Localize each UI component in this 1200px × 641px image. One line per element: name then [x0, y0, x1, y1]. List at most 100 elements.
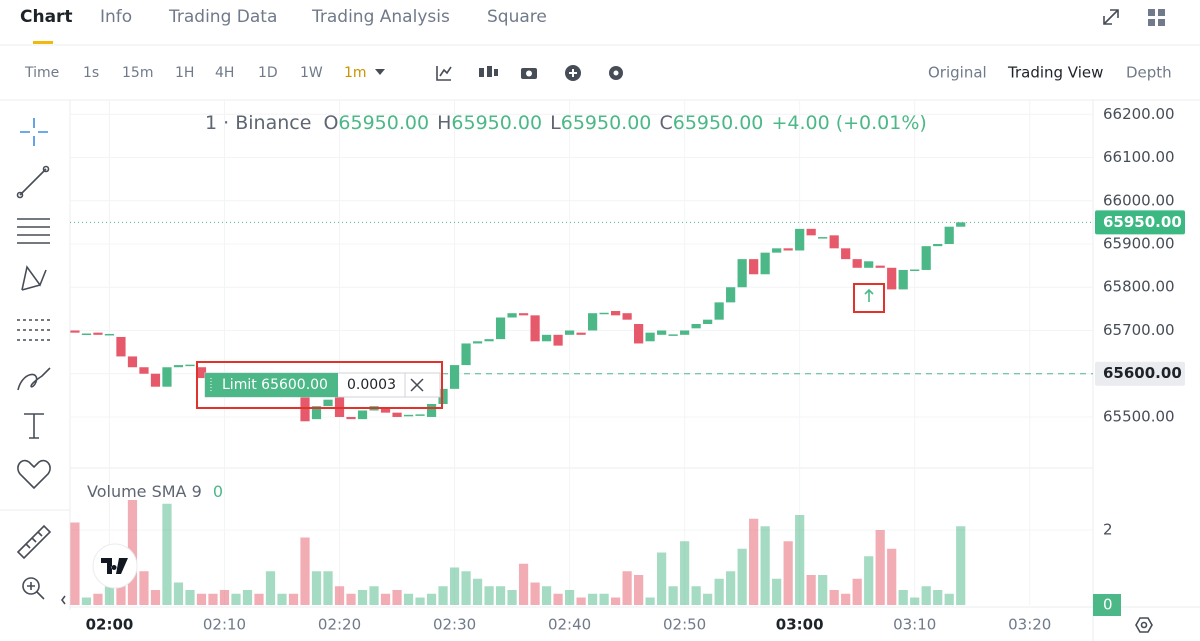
- interval-button[interactable]: 1D: [258, 65, 278, 81]
- volume-legend: Volume SMA 9 0: [87, 482, 223, 501]
- fib-tool[interactable]: [17, 218, 50, 244]
- interval-button[interactable]: 1H: [175, 65, 194, 81]
- prediction-tool[interactable]: [17, 319, 50, 341]
- candle-body: [426, 404, 437, 417]
- y-tick-label: 66000.00: [1103, 191, 1175, 209]
- x-tick-label: 02:00: [86, 616, 134, 634]
- candle-body: [795, 228, 805, 251]
- interval-label: Time: [24, 65, 59, 81]
- zoom-tool[interactable]: [22, 577, 45, 600]
- x-tick-label: 02:20: [318, 616, 361, 634]
- volume-bar: [231, 593, 241, 605]
- y-tick-label: 65700.00: [1103, 321, 1175, 339]
- candle-body: [576, 332, 586, 335]
- tab[interactable]: Chart: [20, 7, 73, 27]
- limit-order[interactable]: Limit 65600.00 0.0003: [196, 361, 443, 409]
- symbol: 1 · Binance: [205, 112, 311, 134]
- volume-bar: [265, 571, 276, 605]
- chart-type-icon[interactable]: [479, 66, 498, 77]
- tab[interactable]: Trading Data: [168, 7, 277, 27]
- interval-button[interactable]: 15m: [122, 65, 153, 81]
- candle-body: [185, 364, 195, 367]
- add-icon[interactable]: [565, 65, 581, 81]
- volume-bar: [634, 575, 644, 605]
- y-tick-label: 65800.00: [1103, 278, 1175, 296]
- volume-sma-value: 0: [213, 482, 223, 501]
- candle-body: [173, 365, 184, 368]
- volume-bar: [576, 597, 586, 605]
- measure-tool[interactable]: [16, 524, 52, 560]
- volume-bar: [461, 571, 471, 605]
- dropdown-arrow[interactable]: [375, 69, 385, 75]
- screenshot-icon[interactable]: [521, 68, 537, 79]
- volume-bar: [323, 571, 333, 605]
- volume-bar: [910, 597, 920, 605]
- candle-body: [587, 313, 598, 331]
- tab-bar: [0, 0, 1200, 45]
- pattern-tool[interactable]: [21, 265, 47, 291]
- candle-body: [530, 315, 540, 342]
- volume-bar: [921, 586, 931, 605]
- volume-bar: [564, 590, 575, 605]
- interval-button[interactable]: 1m: [344, 65, 367, 81]
- candle-body: [933, 244, 943, 247]
- candle-body: [703, 319, 713, 324]
- layout-icon[interactable]: [1148, 9, 1165, 26]
- candle-body: [438, 388, 448, 404]
- volume-bar: [599, 593, 609, 605]
- view-button[interactable]: Depth: [1126, 64, 1172, 82]
- volume-bar: [392, 590, 402, 605]
- plot: [70, 221, 1093, 605]
- candle-body: [622, 313, 632, 320]
- interval-button[interactable]: 1s: [83, 65, 99, 81]
- view-button[interactable]: Original: [928, 64, 987, 82]
- y-tick-label: 65900.00: [1103, 235, 1175, 253]
- candle-body: [852, 259, 862, 268]
- indicator-icon[interactable]: [436, 66, 452, 81]
- chart-settings[interactable]: [1135, 617, 1153, 633]
- view-button[interactable]: Trading View: [1007, 64, 1103, 82]
- candle-body: [300, 382, 310, 422]
- candle-body: [726, 287, 736, 303]
- tab[interactable]: Info: [100, 7, 132, 27]
- volume-bar: [518, 563, 529, 605]
- crosshair-tool[interactable]: [20, 118, 48, 146]
- candle-body: [714, 302, 724, 320]
- cancel-order[interactable]: [410, 378, 424, 392]
- candle-body: [81, 333, 92, 336]
- interval-button[interactable]: 4H: [215, 65, 234, 81]
- volume-bar: [852, 578, 862, 605]
- candle-body: [783, 248, 793, 251]
- expand-icon[interactable]: [1103, 9, 1119, 25]
- collapse-arrow[interactable]: [61, 595, 66, 605]
- tab[interactable]: Trading Analysis: [311, 7, 450, 27]
- brush-tool[interactable]: [17, 367, 51, 391]
- candle-body: [564, 330, 575, 335]
- candle-body: [898, 269, 908, 290]
- volume-bar: [841, 593, 851, 605]
- x-tick-label: 02:40: [548, 616, 591, 634]
- volume-bar: [622, 571, 632, 605]
- volume-bar: [346, 593, 356, 605]
- tab[interactable]: Square: [487, 7, 547, 27]
- grid: [70, 100, 1093, 605]
- x-tick-label: 02:30: [433, 616, 476, 634]
- volume-bar: [737, 548, 747, 605]
- candle-body: [449, 365, 460, 389]
- trendline-tool[interactable]: [16, 165, 50, 199]
- volume-bar: [334, 586, 345, 605]
- interval-button[interactable]: 1W: [300, 65, 323, 81]
- candle-body: [691, 324, 701, 329]
- settings-icon[interactable]: [609, 66, 623, 80]
- candle-body: [956, 222, 966, 227]
- candle-body: [323, 399, 333, 407]
- volume-bar: [277, 593, 287, 605]
- text-tool[interactable]: [24, 413, 44, 439]
- trade-marker[interactable]: [853, 283, 885, 313]
- volume-bar: [403, 593, 414, 605]
- candle-body: [70, 330, 80, 333]
- favorite-tool[interactable]: [17, 459, 51, 490]
- candle-body: [334, 395, 345, 417]
- candle-body: [403, 414, 414, 417]
